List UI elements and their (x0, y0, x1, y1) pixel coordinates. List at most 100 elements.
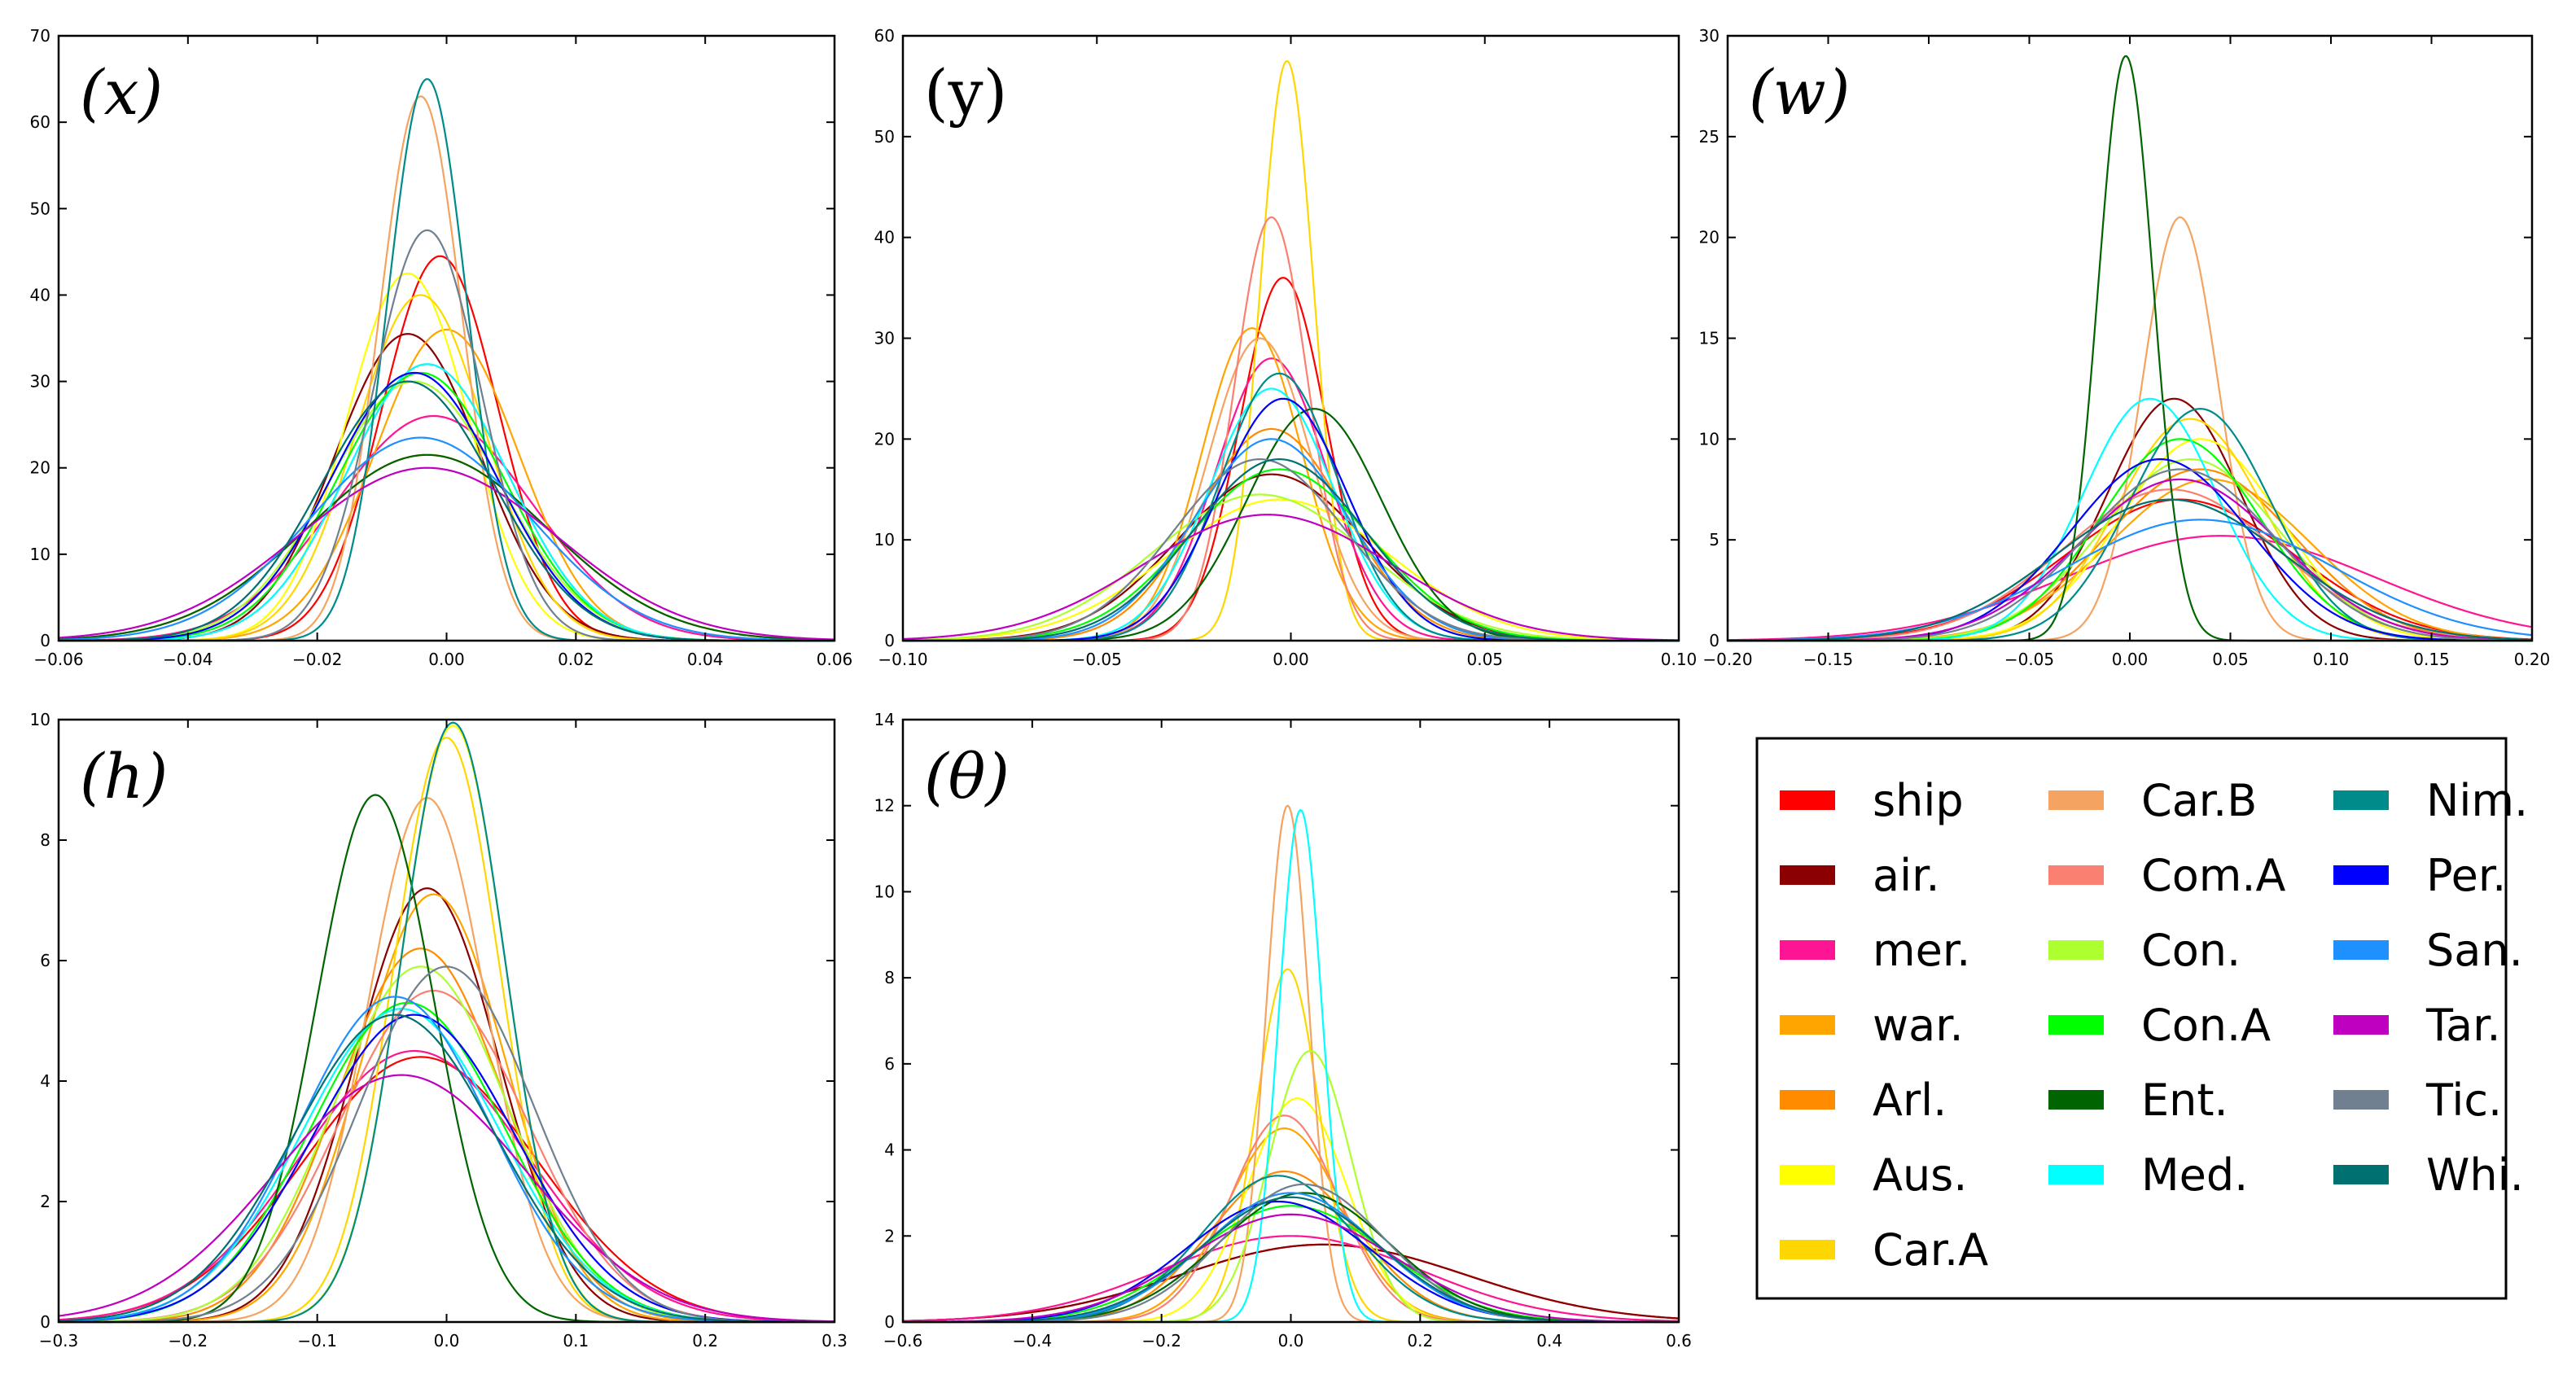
y-tick-label: 40 (874, 228, 895, 247)
series-line-nim (59, 721, 835, 1324)
x-tick-label: −0.3 (39, 1331, 79, 1351)
series-line-carb (903, 337, 1679, 642)
legend-swatch-aus (1780, 1165, 1835, 1184)
series-line-carb (1728, 216, 2532, 642)
x-tick-label: 0.1 (563, 1331, 589, 1351)
series-line-ent (59, 794, 835, 1324)
x-tick-label: 0.00 (428, 650, 465, 669)
x-tick-label: 0.00 (1273, 650, 1309, 669)
chart-panel-3: −0.20 −0.15 −0.10 −0.05 0.00 0.05 0.10 0.15 0.20… (1699, 26, 2551, 669)
series-line-ent (903, 408, 1679, 642)
x-tick-label: 0.0 (434, 1331, 460, 1351)
y-tick-label: 60 (30, 112, 50, 132)
legend-swatch-con (2048, 940, 2104, 960)
x-tick-label: 0.10 (1661, 650, 1698, 669)
x-tick-label: −0.02 (292, 650, 342, 669)
legend-label: Arl. (1873, 1075, 1947, 1126)
series-line-arl (1728, 468, 2533, 642)
legend-swatch-whi (2333, 1165, 2389, 1184)
x-tick-label: −0.20 (1702, 650, 1752, 669)
x-tick-label: 0.2 (692, 1331, 718, 1351)
y-tick-label: 30 (1699, 26, 1720, 46)
series-line-per (1728, 457, 2532, 642)
series-line-cona (903, 468, 1679, 642)
series-line-con (58, 380, 835, 642)
y-tick-label: 4 (40, 1071, 50, 1091)
legend: ship air. mer. war. Arl. Aus. Car.A Car.B Com.A C… (1755, 737, 2528, 1300)
y-tick-label: 2 (884, 1226, 895, 1245)
series-line-carb (59, 797, 835, 1324)
series-line-ship (59, 255, 835, 642)
y-tick-label: 5 (1709, 530, 1720, 549)
series-line-mer (58, 414, 835, 642)
legend-swatch-arl (1780, 1090, 1835, 1110)
x-tick-label: −0.15 (1803, 650, 1853, 669)
x-tick-label: −0.4 (1013, 1331, 1053, 1351)
y-tick-label: 8 (40, 830, 50, 850)
series-line-arl (59, 948, 835, 1324)
x-tick-label: 0.02 (558, 650, 594, 669)
legend-label: Con. (2141, 925, 2241, 976)
x-tick-label: 0.05 (1466, 650, 1503, 669)
series-line-tar (58, 1074, 835, 1323)
y-tick-label: 2 (40, 1192, 50, 1211)
series-line-ship (58, 1056, 835, 1323)
legend-swatch-carb (2048, 790, 2104, 810)
series-line-ent (58, 453, 835, 641)
y-tick-label: 20 (874, 429, 895, 449)
x-tick-label: 0.06 (817, 650, 853, 669)
legend-swatch-ship (1780, 790, 1835, 810)
y-tick-label: 0 (884, 631, 895, 650)
series-line-con (58, 965, 835, 1324)
legend-label: war. (1873, 1000, 1964, 1051)
series-line-med (1728, 397, 2532, 642)
x-tick-label: 0.6 (1666, 1331, 1692, 1351)
legend-label: Whi. (2426, 1149, 2524, 1201)
legend-swatch-med (2048, 1165, 2104, 1184)
legend-label: Car.B (2141, 775, 2257, 826)
legend-box (1755, 737, 2508, 1300)
plot-frame (57, 34, 836, 642)
series-line-med (903, 808, 1679, 1324)
legend-label: mer. (1873, 925, 1970, 976)
x-tick-label: −0.05 (1072, 650, 1122, 669)
y-tick-label: 50 (30, 199, 50, 218)
series-line-aus (903, 1097, 1679, 1324)
plot-frame (901, 34, 1680, 642)
x-tick-label: 0.2 (1407, 1331, 1433, 1351)
x-tick-label: 0.15 (2413, 650, 2450, 669)
legend-label: Nim. (2426, 775, 2528, 826)
series-line-tic (1728, 468, 2533, 642)
panel-label: (w) (1749, 56, 1850, 129)
y-tick-label: 0 (40, 631, 50, 650)
y-tick-label: 15 (1699, 329, 1720, 348)
x-tick-label: 0.00 (2112, 650, 2149, 669)
y-tick-label: 10 (874, 882, 895, 901)
y-tick-label: 20 (30, 458, 50, 478)
series-line-med (58, 1008, 835, 1324)
legend-swatch-coma (2048, 865, 2104, 885)
series-line-whi (1727, 498, 2533, 641)
x-tick-label: −0.2 (169, 1331, 208, 1351)
series-line-med (903, 387, 1679, 642)
series-line-cara (59, 294, 835, 642)
series-line-nim (59, 78, 835, 642)
series-line-tic (59, 229, 835, 642)
series-line-air (59, 333, 835, 642)
legend-label: Med. (2141, 1149, 2248, 1201)
x-tick-label: 0.20 (2514, 650, 2551, 669)
series-line-air (902, 473, 1679, 642)
y-tick-label: 20 (1699, 228, 1720, 247)
y-tick-label: 12 (874, 796, 895, 816)
series-line-cona (58, 1001, 835, 1324)
series-line-nim (903, 372, 1679, 642)
y-tick-label: 8 (884, 968, 895, 987)
legend-label: San. (2426, 925, 2523, 976)
legend-label: Car.A (1873, 1224, 1988, 1276)
series-line-air (1728, 397, 2532, 642)
legend-swatch-tar (2333, 1015, 2389, 1035)
panel-label: (θ) (924, 740, 1010, 812)
series-line-aus (902, 498, 1680, 641)
series-line-cara (903, 60, 1679, 642)
